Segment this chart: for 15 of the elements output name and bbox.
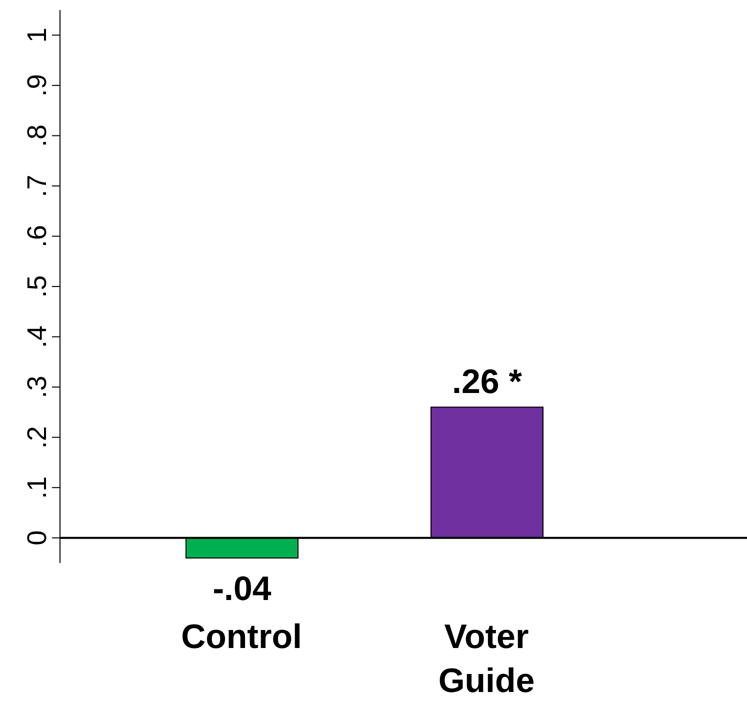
y-tick-label: .1: [22, 476, 52, 499]
x-tick-label: Voter Guide: [438, 618, 535, 700]
data-label: -.04: [212, 570, 272, 608]
x-tick-label: Control: [181, 618, 302, 656]
y-tick-label: 0: [22, 530, 52, 546]
y-tick-label: .3: [22, 376, 52, 398]
data-label: .26 *: [452, 363, 523, 402]
y-tick-label: 1: [22, 28, 52, 43]
y-tick-label: .6: [22, 224, 52, 248]
y-tick-label: .7: [22, 174, 52, 198]
y-tick-label: .4: [22, 326, 52, 348]
y-tick-label: .2: [22, 426, 52, 449]
y-tick-label: .8: [22, 124, 52, 147]
y-tick-label: .5: [22, 275, 52, 298]
y-tick-label: .9: [22, 74, 52, 97]
